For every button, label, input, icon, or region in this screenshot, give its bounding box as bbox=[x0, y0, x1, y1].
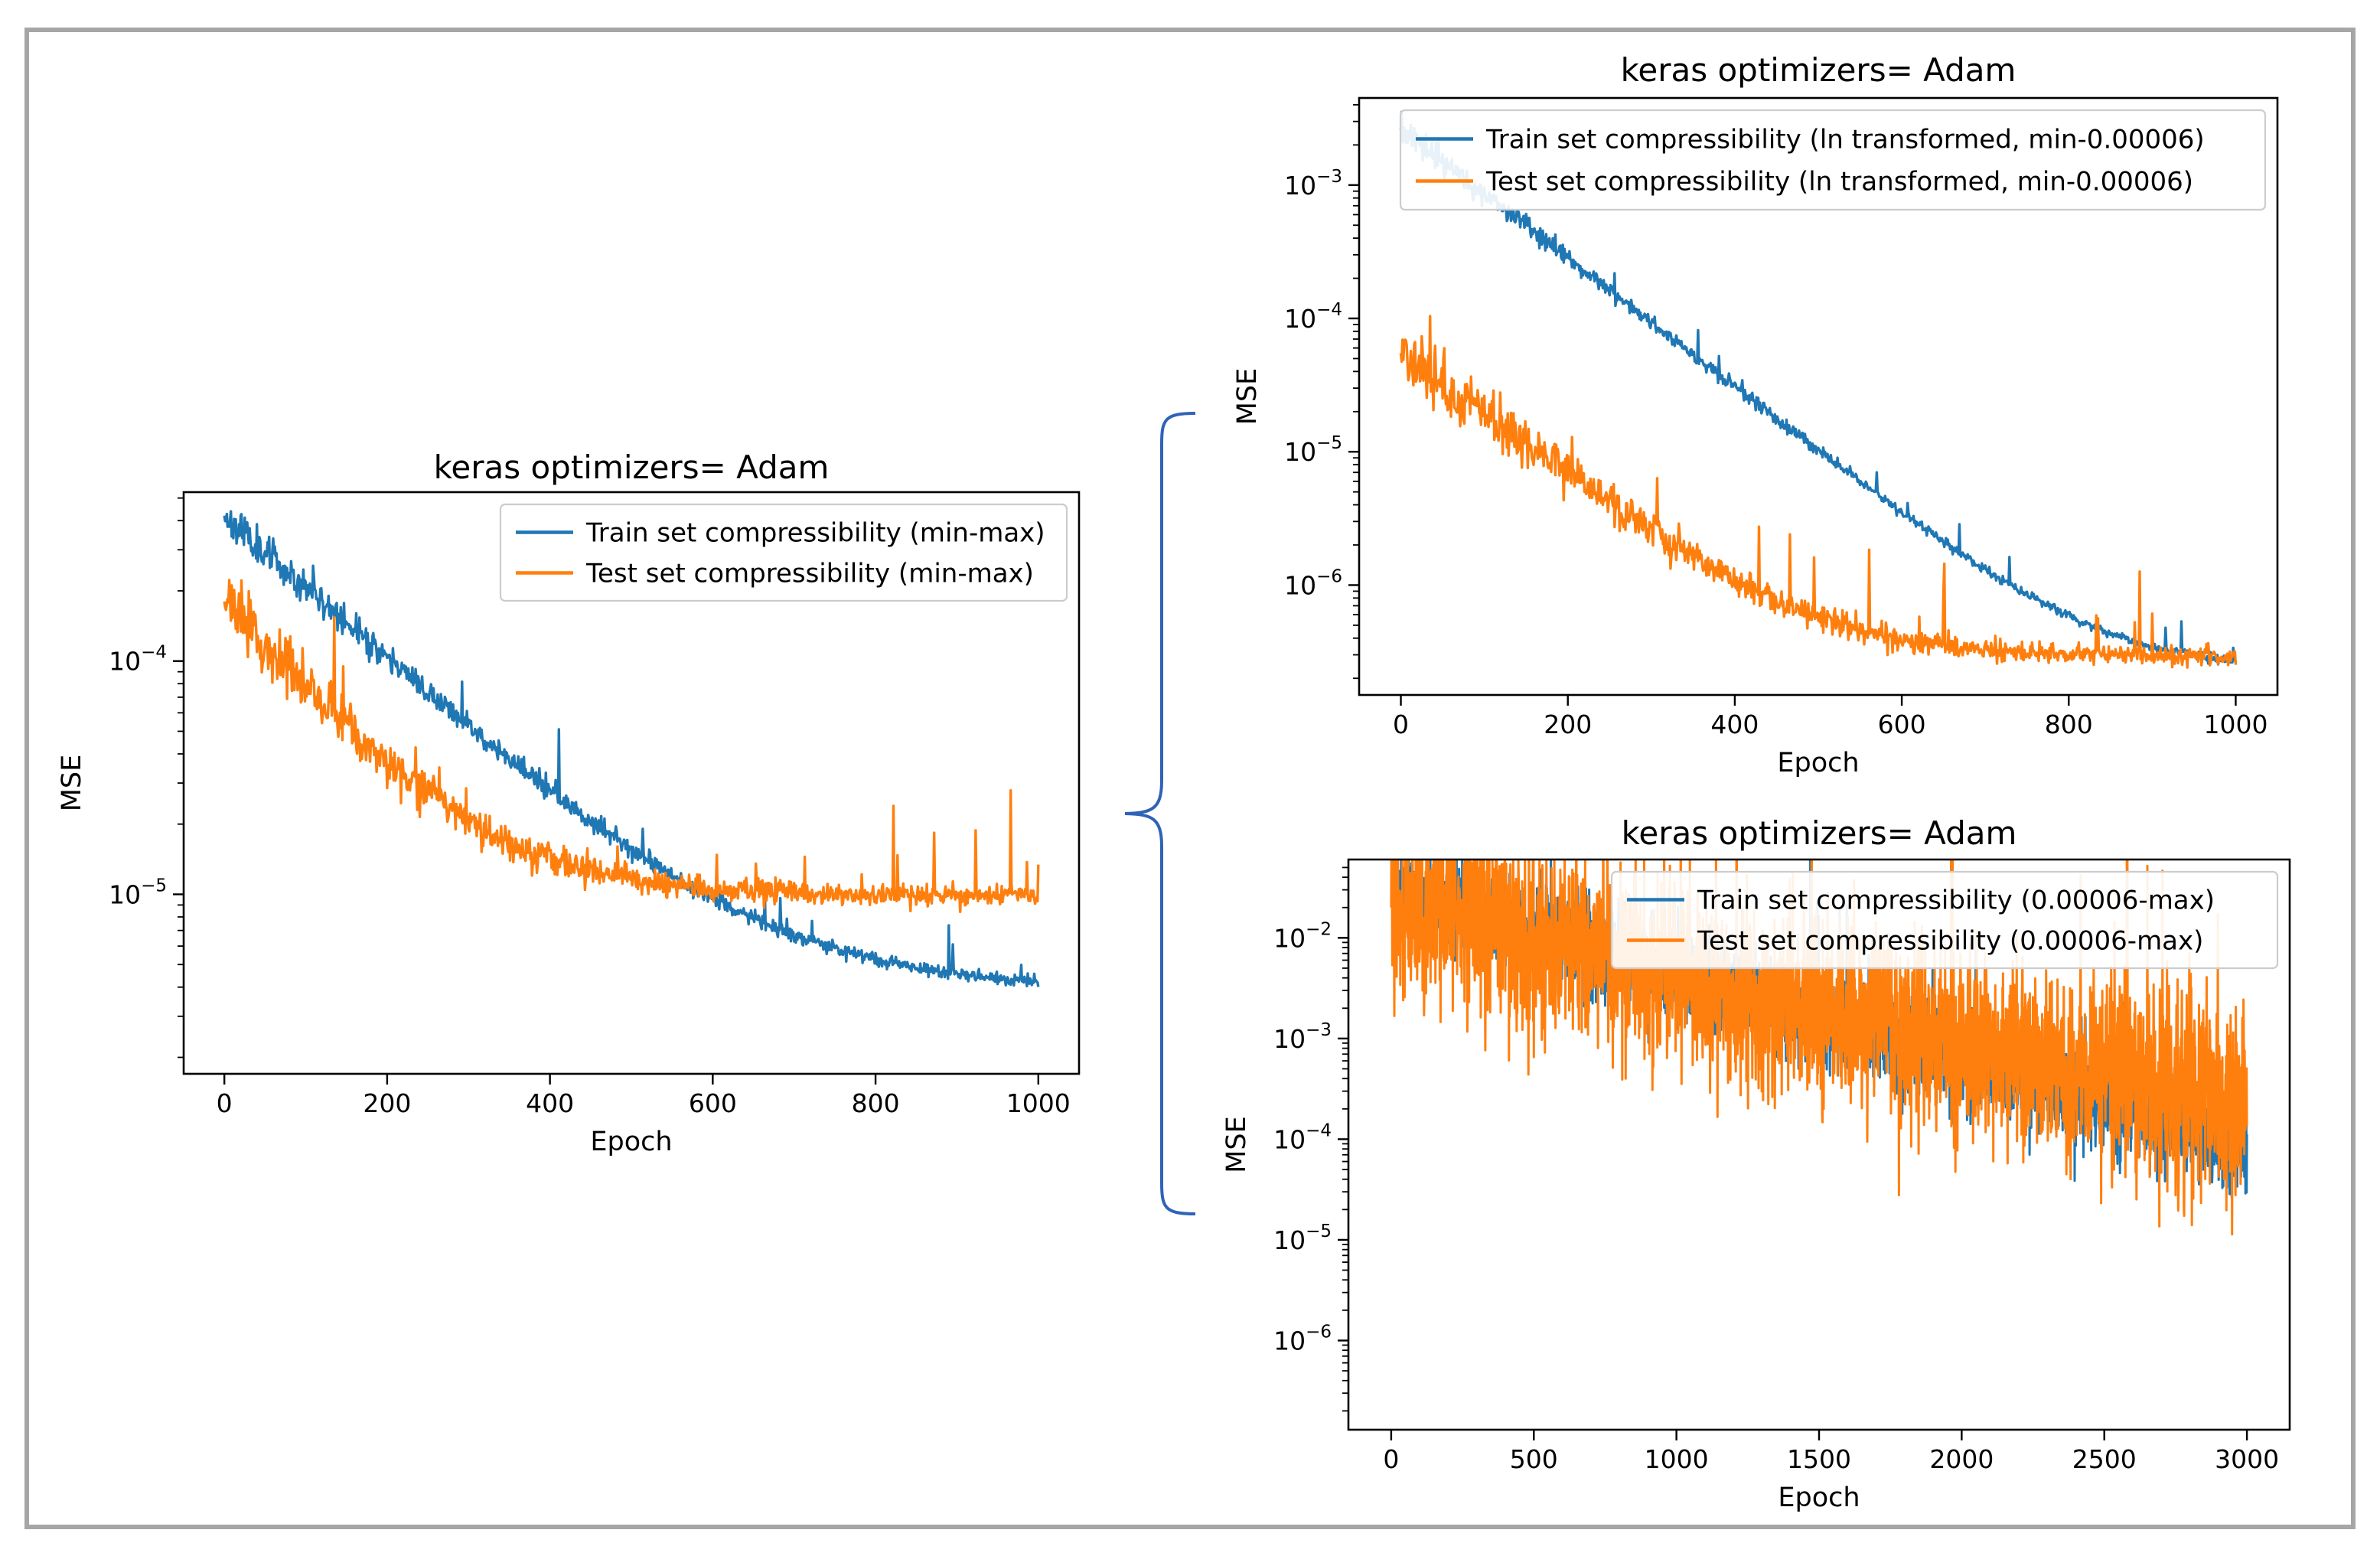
legend-label: Test set compressibility (0.00006-max) bbox=[1697, 926, 2203, 957]
legend-label: Train set compressibility (ln transforme… bbox=[1485, 125, 2205, 155]
y-tick-label: 10−4 bbox=[1284, 300, 1342, 334]
x-tick-label: 800 bbox=[852, 1088, 900, 1118]
chart-title: keras optimizers= Adam bbox=[1622, 814, 2017, 852]
chart-left: 0 200 400 600 800 1000 10−4 10−5 keras optimizer… bbox=[57, 449, 1081, 1157]
y-tick-label: 10−3 bbox=[1284, 167, 1342, 201]
x-tick-label: 3000 bbox=[2215, 1444, 2279, 1474]
y-tick-label: 10−5 bbox=[1284, 433, 1342, 467]
legend-box bbox=[499, 503, 1068, 602]
x-tick-label: 2000 bbox=[1929, 1444, 1994, 1474]
y-axis-label: MSE bbox=[57, 755, 87, 812]
y-axis-label: MSE bbox=[1232, 368, 1263, 426]
y-tick-label: 10−5 bbox=[109, 876, 167, 909]
x-axis-label: Epoch bbox=[1777, 748, 1859, 778]
y-tick-label: 10−5 bbox=[1273, 1222, 1332, 1255]
x-tick-label: 800 bbox=[2045, 709, 2093, 739]
chart-top-right: 0 200 400 600 800 1000 10−3 10−4 10−5 10−6 keras o… bbox=[1232, 51, 2279, 778]
x-tick-label: 1500 bbox=[1787, 1444, 1851, 1474]
y-tick-label: 10−6 bbox=[1284, 566, 1342, 600]
legend-label: Test set compressibility (min-max) bbox=[585, 559, 1034, 589]
bracket-connector bbox=[1124, 412, 1196, 1215]
series-line-test bbox=[1399, 315, 2238, 669]
legend-box bbox=[1610, 870, 2279, 970]
legend-label: Train set compressibility (0.00006-max) bbox=[1697, 886, 2215, 916]
x-tick-label: 0 bbox=[1393, 709, 1409, 739]
series-line-test bbox=[223, 579, 1040, 914]
y-axis-label: MSE bbox=[1221, 1116, 1252, 1173]
legend: Train set compressibility (ln transforme… bbox=[1399, 109, 2267, 211]
chart-bottom-right: 0 500 1000 1500 2000 2500 3000 10−2 10−3 10−4 10−5… bbox=[1221, 814, 2291, 1513]
x-axis-label: Epoch bbox=[1778, 1483, 1860, 1513]
y-tick-label: 10−2 bbox=[1273, 919, 1332, 953]
y-tick-label: 10−4 bbox=[1273, 1121, 1332, 1154]
x-tick-label: 0 bbox=[1383, 1444, 1399, 1474]
chart-title: keras optimizers= Adam bbox=[1621, 51, 2016, 89]
x-tick-label: 2500 bbox=[2072, 1444, 2137, 1474]
x-tick-label: 200 bbox=[1544, 709, 1592, 739]
x-tick-label: 400 bbox=[526, 1088, 574, 1118]
y-tick-label: 10−4 bbox=[109, 643, 167, 677]
chart-title: keras optimizers= Adam bbox=[434, 449, 830, 486]
x-tick-label: 1000 bbox=[1645, 1444, 1709, 1474]
x-tick-label: 600 bbox=[1878, 709, 1926, 739]
x-axis-label: Epoch bbox=[590, 1127, 672, 1157]
legend-label: Test set compressibility (ln transformed… bbox=[1485, 167, 2193, 197]
y-tick-label: 10−6 bbox=[1273, 1322, 1332, 1355]
series-line-train bbox=[223, 510, 1040, 988]
x-tick-label: 400 bbox=[1710, 709, 1759, 739]
plot-area bbox=[1358, 96, 2279, 696]
legend-box bbox=[1399, 109, 2267, 211]
x-tick-label: 500 bbox=[1510, 1444, 1558, 1474]
legend: Train set compressibility (min-max) Test … bbox=[499, 503, 1068, 602]
x-tick-label: 200 bbox=[363, 1088, 411, 1118]
legend: Train set compressibility (0.00006-max) T… bbox=[1610, 870, 2279, 970]
x-tick-label: 1000 bbox=[1006, 1088, 1071, 1118]
x-tick-label: 0 bbox=[217, 1088, 233, 1118]
legend-label: Train set compressibility (min-max) bbox=[585, 518, 1045, 549]
x-tick-label: 600 bbox=[689, 1088, 737, 1118]
y-tick-label: 10−3 bbox=[1273, 1020, 1332, 1054]
x-tick-label: 1000 bbox=[2203, 709, 2268, 739]
